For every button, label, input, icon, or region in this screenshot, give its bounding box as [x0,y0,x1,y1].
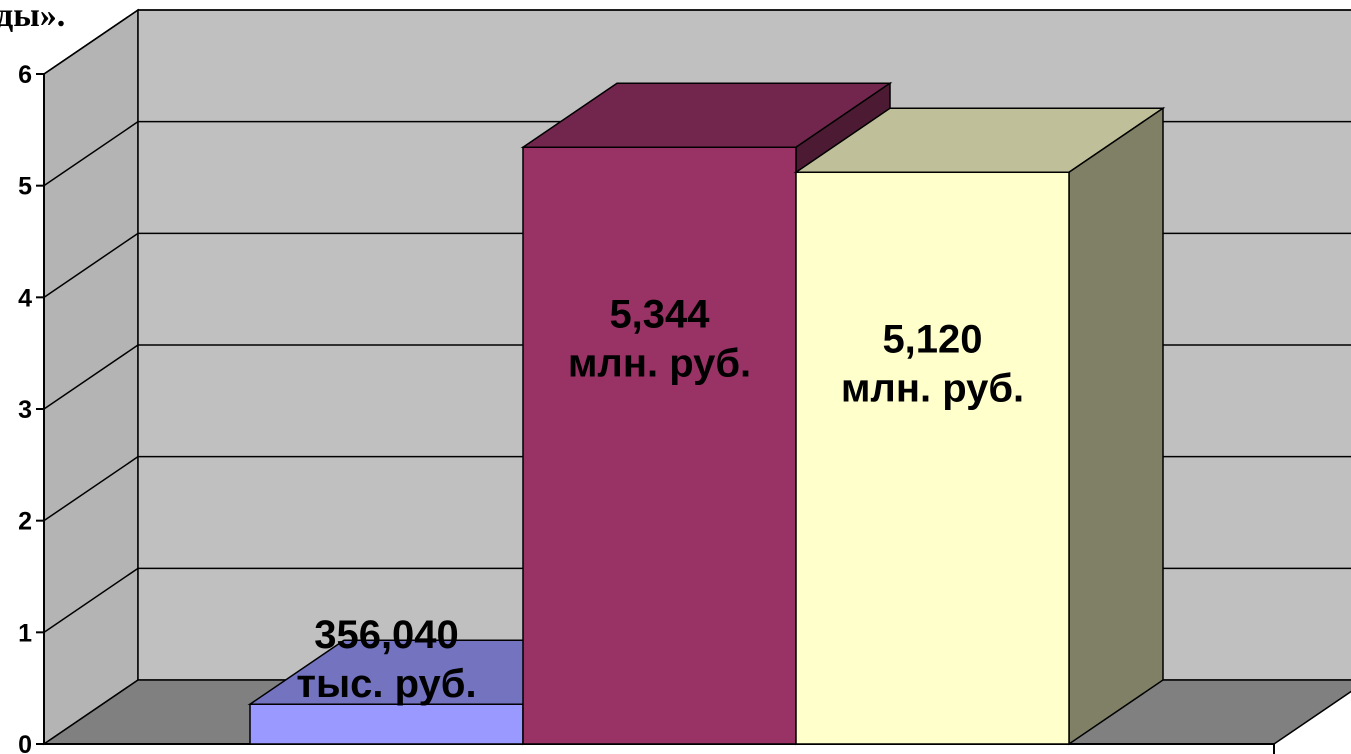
data-label-line: 356,040 [314,613,459,657]
y-tick-label: 6 [18,61,32,89]
gridline-diagonal [43,232,139,298]
gridline-diagonal [43,567,139,633]
gridline-diagonal [43,344,139,410]
chart-title: ды». [0,0,65,34]
bar-front [249,703,524,745]
bar-front [522,146,797,745]
data-label-line: тыс. руб. [296,662,476,706]
y-tick-label: 5 [18,173,32,201]
data-label-line: млн. руб. [841,366,1024,410]
y-tick-label: 4 [18,284,32,312]
bar-front [795,171,1070,745]
y-tick-label: 2 [18,508,32,536]
y-tick-label: 3 [18,396,32,424]
data-label-line: 5,120 [882,317,982,361]
data-label-line: млн. руб. [568,341,751,385]
data-labels: 356,040 тыс. руб. 5,344 млн. руб. 5,120 млн. … [296,292,1024,706]
data-label: 356,040 тыс. руб. [296,613,476,706]
data-label: 5,344 млн. руб. [568,292,751,385]
data-label: 5,120 млн. руб. [841,317,1024,410]
y-tick-label: 0 [18,731,32,754]
bar [793,106,1166,746]
data-label-line: 5,344 [609,292,710,336]
gridline-diagonal [43,456,139,522]
gridline-diagonal [43,121,139,187]
gridline-diagonal [43,9,139,75]
bar-side [1068,106,1164,746]
y-tick-label: 1 [18,619,32,647]
bars [247,81,1166,746]
